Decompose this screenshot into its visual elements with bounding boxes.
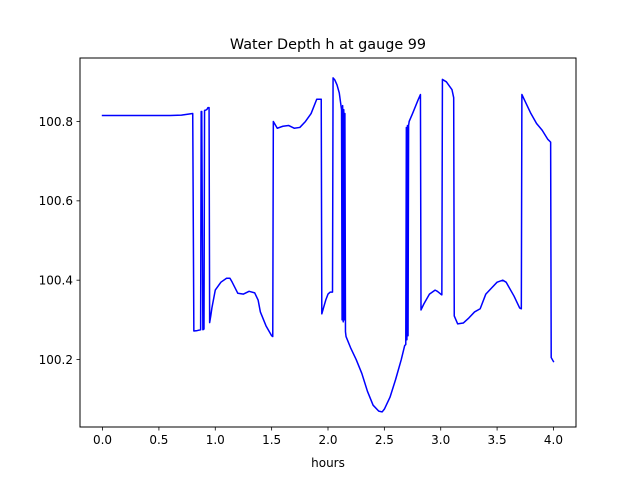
x-tick-label: 0.5 [149, 433, 168, 447]
x-tick-label: 1.5 [262, 433, 281, 447]
series-line-0 [101, 77, 555, 413]
x-tick-label: 4.0 [544, 433, 563, 447]
x-axis: 0.0 0.5 1.0 1.5 2.0 2.5 3.0 3.5 4.0 [93, 427, 563, 447]
x-axis-label: hours [311, 456, 345, 470]
x-tick-label: 1.0 [206, 433, 225, 447]
plot-frame [79, 57, 577, 428]
x-tick-label: 3.5 [488, 433, 507, 447]
y-axis: 100.2 100.4 100.6 100.8 [39, 115, 80, 367]
x-tick-label: 0.0 [93, 433, 112, 447]
x-tick-label: 2.5 [375, 433, 394, 447]
y-tick-label: 100.6 [39, 194, 73, 208]
x-tick-label: 2.0 [318, 433, 337, 447]
y-tick-label: 100.8 [39, 115, 73, 129]
x-tick-label: 3.0 [431, 433, 450, 447]
chart-title: Water Depth h at gauge 99 [230, 37, 426, 53]
y-tick-label: 100.2 [39, 353, 73, 367]
plot-area [101, 77, 555, 413]
y-tick-label: 100.4 [39, 273, 73, 287]
